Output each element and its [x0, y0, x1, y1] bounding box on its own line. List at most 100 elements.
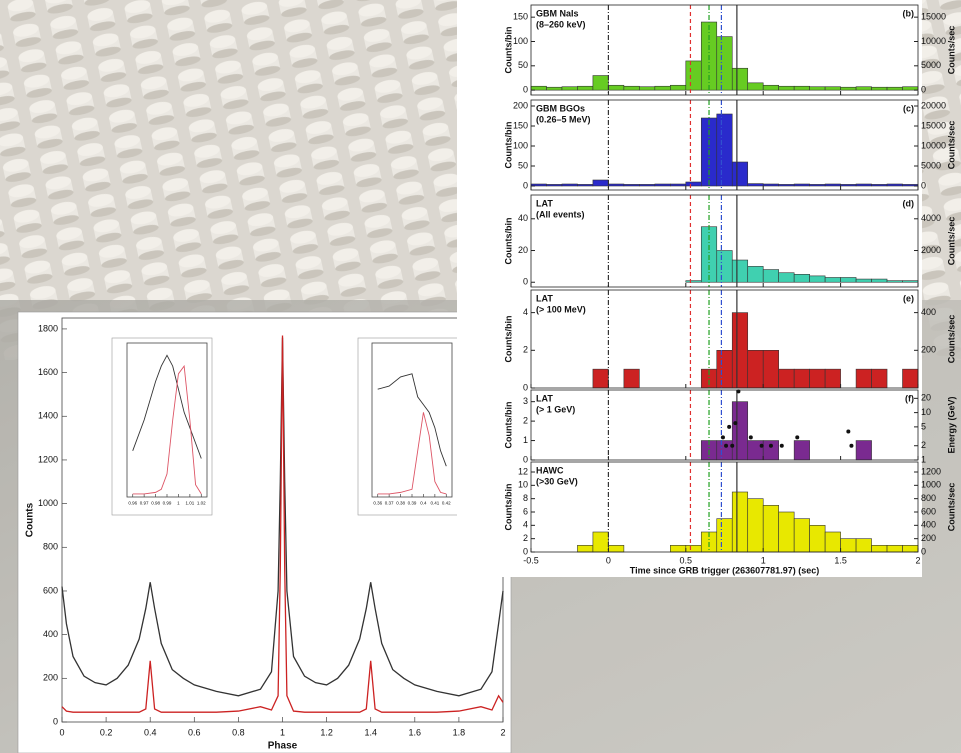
histogram-bar: [717, 251, 732, 283]
y-tick-label: 100: [513, 140, 528, 150]
y-tick-label: 200: [513, 100, 528, 110]
x-tick-label: 0.37: [385, 501, 394, 506]
y2-tick-label: 4000: [921, 213, 941, 223]
y2-axis-label: Counts/sec: [946, 26, 956, 75]
y-tick-label: 1400: [38, 411, 58, 421]
histogram-bar: [841, 277, 856, 282]
x-tick-label: 2: [500, 727, 505, 737]
panel-tag: (d): [903, 198, 915, 208]
histogram-bar: [593, 369, 608, 388]
histogram-bar: [794, 519, 809, 552]
histogram-bar: [794, 369, 809, 388]
y-tick-label: 0: [523, 180, 528, 190]
panel-title: GBM NaIs: [536, 8, 579, 18]
x-tick-label: 0.4: [144, 727, 157, 737]
histogram-bar: [608, 184, 623, 186]
y-tick-label: 150: [513, 12, 528, 22]
x-tick-label: -0.5: [523, 555, 539, 565]
histogram-bar: [624, 369, 639, 388]
y-tick-label: 1800: [38, 323, 58, 333]
x-tick-label: 0.42: [442, 501, 451, 506]
y-axis-label: Counts/bin: [503, 402, 513, 449]
x-tick-label: 0.38: [396, 501, 405, 506]
histogram-bar: [717, 350, 732, 388]
y-tick-label: 1200: [38, 454, 58, 464]
energy-point: [730, 444, 734, 448]
y-tick-label: 400: [43, 629, 58, 639]
collage: 00.20.40.60.811.21.41.61.820200400600800…: [0, 0, 961, 753]
y-tick-label: 12: [518, 466, 528, 476]
histogram-bar: [856, 87, 871, 90]
histogram-bar: [872, 545, 887, 552]
y-tick-label: 4: [523, 520, 528, 530]
y2-tick-label: 200: [921, 533, 936, 543]
y2-axis-label: Energy (GeV): [946, 396, 956, 453]
panel-tag: (b): [903, 8, 915, 18]
histogram-bar: [608, 85, 623, 90]
x-tick-label: 0.96: [128, 501, 137, 506]
histogram-bar: [763, 350, 778, 388]
histogram-bar: [748, 441, 763, 460]
panel-tag: (f): [905, 393, 914, 403]
y2-tick-label: 2: [921, 440, 926, 450]
y-tick-label: 0: [523, 277, 528, 287]
y2-tick-label: 0: [921, 85, 926, 95]
x-tick-label: 0.99: [163, 501, 172, 506]
histogram-bar: [593, 180, 608, 186]
x-tick-label: 0: [606, 555, 611, 565]
histogram-bar: [732, 162, 747, 186]
y2-tick-label: 0: [921, 180, 926, 190]
histogram-bar: [872, 87, 887, 90]
histogram-bar: [887, 184, 902, 186]
histogram-bar: [779, 184, 794, 186]
histogram-bar: [887, 281, 902, 283]
histogram-bar: [825, 87, 840, 90]
x-tick-label: 1.02: [197, 501, 206, 506]
histogram-bar: [810, 87, 825, 90]
panel-tag: (c): [903, 103, 914, 113]
histogram-bar: [748, 266, 763, 282]
y-tick-label: 200: [43, 673, 58, 683]
y-axis-label: Counts: [25, 502, 36, 537]
y-axis-label: Counts/bin: [503, 218, 513, 265]
y2-tick-label: 200: [921, 345, 936, 355]
histogram-bar: [810, 525, 825, 552]
histogram-bar: [531, 86, 546, 90]
y2-tick-label: 5000: [921, 160, 941, 170]
y-axis-label: Counts/bin: [503, 122, 513, 169]
histogram-bar: [794, 441, 809, 460]
histogram-bar: [717, 37, 732, 91]
x-tick-label: 0.4: [420, 501, 427, 506]
y-tick-label: 1: [523, 435, 528, 445]
histogram-bar: [841, 87, 856, 90]
histogram-bar: [686, 182, 701, 186]
histogram-bar: [903, 369, 918, 388]
y2-axis-label: Counts/sec: [946, 217, 956, 266]
x-tick-label: 1.5: [834, 555, 847, 565]
energy-point: [780, 444, 784, 448]
histogram-bar: [903, 281, 918, 283]
histogram-bar: [779, 512, 794, 552]
energy-point: [733, 421, 737, 425]
y2-axis-label: Counts/sec: [946, 121, 956, 170]
histogram-bar: [810, 369, 825, 388]
y2-tick-label: 600: [921, 506, 936, 516]
y2-tick-label: 0: [921, 546, 926, 556]
y-tick-label: 50: [518, 60, 528, 70]
y2-tick-label: 10000: [921, 36, 946, 46]
y-tick-label: 40: [518, 213, 528, 223]
y-tick-label: 0: [523, 382, 528, 392]
y-tick-label: 3: [523, 396, 528, 406]
histogram-bar: [872, 369, 887, 388]
y-tick-label: 1000: [38, 498, 58, 508]
y2-tick-label: 5: [921, 421, 926, 431]
histogram-bar: [872, 184, 887, 186]
y-tick-label: 2: [523, 345, 528, 355]
histogram-bar: [825, 369, 840, 388]
histogram-bar: [717, 441, 732, 460]
histogram-bar: [810, 276, 825, 282]
y-tick-label: 20: [518, 245, 528, 255]
y2-tick-label: 2000: [921, 245, 941, 255]
histogram-bar: [779, 273, 794, 283]
panel-title: LAT: [536, 198, 553, 208]
